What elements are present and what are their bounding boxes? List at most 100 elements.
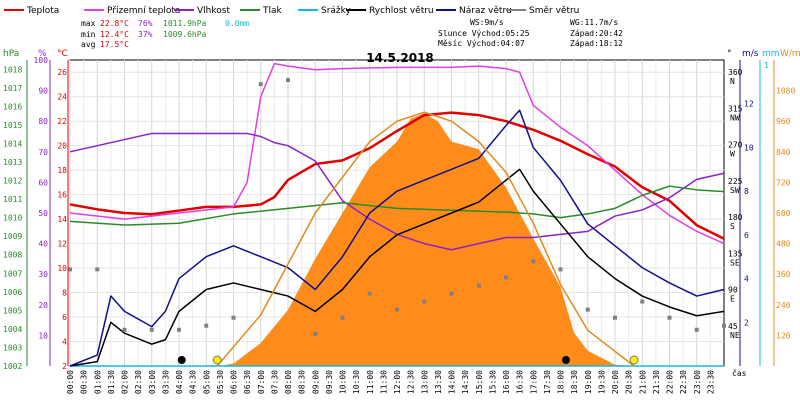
- x-tick-label: 23:00: [693, 370, 702, 394]
- series-wind-direction-point: [395, 307, 399, 312]
- stats-max-temp: 22.8°C: [100, 19, 129, 28]
- series-line-teplota: [69, 111, 725, 240]
- series-line-vlhkost: [69, 132, 725, 251]
- y-tick-c: 16: [57, 191, 67, 200]
- y-tick-pct: 20: [38, 301, 48, 310]
- y-tick-dir: 45: [728, 322, 738, 331]
- y-tick-dir: 270: [728, 141, 743, 150]
- y-tick-ms: 2: [744, 318, 749, 327]
- x-tick-label: 19:30: [597, 370, 606, 394]
- x-tick-label: 18:00: [557, 370, 566, 394]
- y-tick-wm2: 720: [776, 178, 791, 187]
- series-wind-direction-point: [476, 283, 481, 288]
- series-wind-direction-point: [449, 291, 454, 296]
- x-tick-label: 12:30: [407, 370, 416, 394]
- series-wind-direction-point: [722, 323, 726, 328]
- moon-marker: [561, 356, 570, 364]
- series-wind-direction-point: [149, 327, 154, 332]
- y-tick-hpa: 1002: [3, 362, 22, 371]
- x-tick-label: 00:00: [66, 370, 75, 394]
- series-line-tlak: [69, 185, 725, 226]
- markers-layer: [177, 355, 639, 365]
- y-tick-hpa: 1011: [3, 195, 22, 204]
- x-tick-label: 14:30: [461, 370, 470, 394]
- x-tick-label: 08:00: [284, 370, 293, 394]
- series-wind-direction-point: [613, 315, 617, 320]
- x-tick-label: 21:00: [638, 370, 647, 394]
- axis-unit-dir: °: [727, 49, 732, 59]
- x-tick-label: 02:30: [134, 370, 143, 394]
- y-tick-hpa: 1012: [3, 177, 22, 186]
- y-tick-pct: 30: [38, 270, 48, 279]
- x-tick-label: 14:00: [448, 370, 457, 394]
- series-wind-direction-point: [177, 327, 181, 332]
- series-wind-direction-point: [531, 259, 536, 264]
- series-wind-direction-point: [422, 299, 427, 304]
- x-tick-label: 06:30: [243, 370, 252, 394]
- info-moon: Měsíc Východ:04:07: [438, 39, 525, 48]
- stats-max-hum: 76%: [138, 19, 153, 28]
- y-tick-dir-name: W: [730, 150, 735, 159]
- stats-min-press: 1009.6hPa: [163, 30, 207, 39]
- y-tick-hpa: 1018: [3, 65, 22, 74]
- x-tick-label: 04:30: [189, 370, 198, 394]
- legend-label-tlak: Tlak: [262, 6, 283, 16]
- y-tick-c: 12: [57, 240, 67, 249]
- y-tick-c: 8: [62, 289, 67, 298]
- axis-unit-ms: m/s: [742, 49, 759, 59]
- x-tick-label: 05:30: [216, 370, 225, 394]
- chart-title: 14.5.2018: [366, 51, 434, 65]
- y-tick-dir: 315: [728, 104, 743, 113]
- y-tick-ms: 12: [744, 100, 754, 109]
- x-tick-label: 07:00: [257, 370, 266, 394]
- axis-unit-wm2: W/m²: [780, 49, 800, 59]
- legend-label-smer: Směr větru: [529, 6, 579, 16]
- series-wind-direction-point: [558, 267, 563, 272]
- stats-avg-temp: 17.5°C: [100, 40, 129, 49]
- y-tick-dir: 90: [728, 286, 738, 295]
- y-tick-dir-name: SE: [730, 258, 740, 267]
- y-tick-wm2: 240: [776, 301, 791, 310]
- legend-label-teplota: Teplota: [26, 6, 59, 16]
- stats-min-hum: 37%: [138, 30, 153, 39]
- stats-avg-label: avg: [81, 40, 96, 49]
- series-line-rychlost-v-tru: [69, 168, 725, 367]
- legend-label-srazky: Srážky: [321, 6, 352, 16]
- series-wind-direction-point: [68, 267, 72, 272]
- info-wg: WG:11.7m/s: [570, 18, 618, 27]
- x-tick-label: 04:00: [175, 370, 184, 394]
- x-tick-label: 15:00: [475, 370, 484, 394]
- series-wind-direction-point: [667, 315, 672, 320]
- moon-marker: [177, 356, 186, 364]
- series-wind-direction-point: [95, 267, 100, 272]
- y-tick-c: 20: [57, 142, 67, 151]
- series-solar-area: [219, 113, 635, 366]
- legend-label-naraz: Náraz větru: [459, 6, 512, 16]
- x-tick-label: 21:30: [652, 370, 661, 394]
- y-tick-hpa: 1003: [3, 343, 22, 352]
- series-line-p-zemn-teplota: [69, 62, 725, 245]
- y-tick-dir-name: SW: [730, 186, 740, 195]
- legend-label-rychlost: Rychlost větru: [369, 6, 434, 16]
- x-tick-label: 22:30: [679, 370, 688, 394]
- x-tick-label: 23:30: [706, 370, 715, 394]
- y-tick-ms: 6: [744, 231, 749, 240]
- y-tick-wm2: 360: [776, 270, 791, 279]
- y-tick-c: 24: [57, 93, 67, 102]
- y-tick-c: 4: [62, 338, 67, 347]
- y-tick-dir-name: E: [730, 295, 735, 304]
- legend-label-prizemni: Přízemní teplota: [107, 6, 180, 16]
- series-wind-direction-point: [504, 275, 508, 280]
- y-tick-c: 2: [62, 362, 67, 371]
- sun-marker: [212, 355, 222, 365]
- y-tick-hpa: 1008: [3, 251, 22, 260]
- series-wind-direction-point: [258, 82, 263, 87]
- legend-label-vlhkost: Vlhkost: [197, 6, 230, 16]
- x-tick-label: 16:00: [502, 370, 511, 394]
- x-tick-label: 12:00: [393, 370, 402, 394]
- y-tick-c: 26: [57, 68, 67, 77]
- x-tick-label: 11:00: [366, 370, 375, 394]
- y-tick-hpa: 1015: [3, 121, 22, 130]
- y-tick-c: 6: [62, 313, 67, 322]
- stats-max-press: 1011.9hPa: [163, 19, 207, 28]
